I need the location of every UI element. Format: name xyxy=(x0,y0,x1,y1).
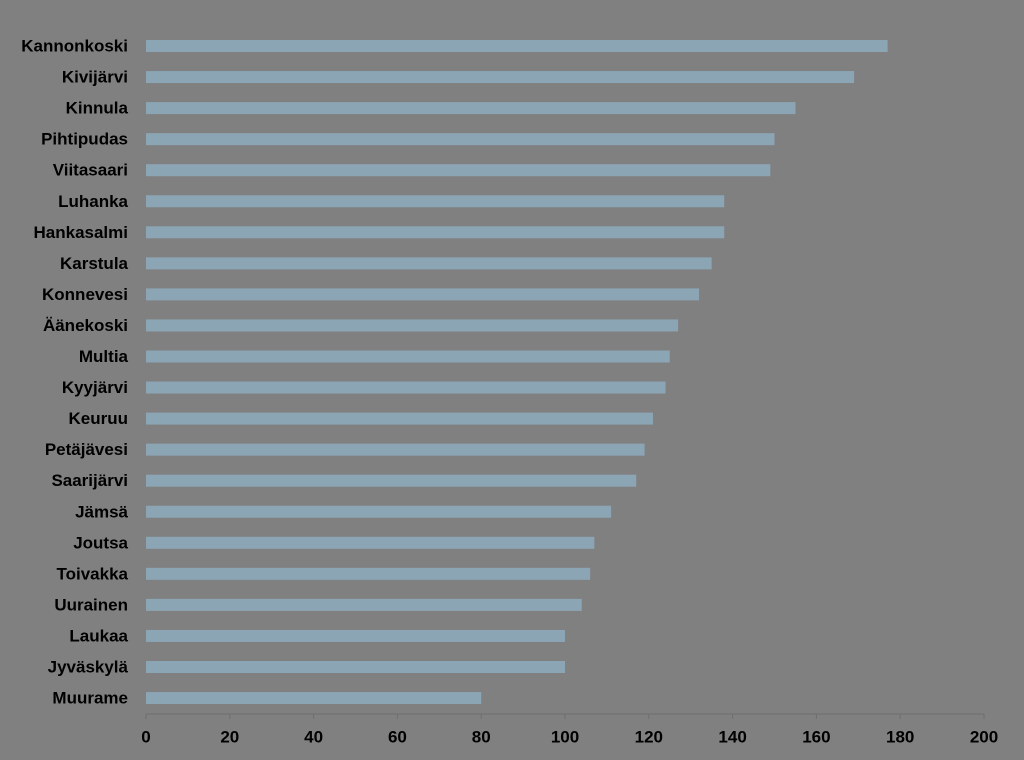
bar xyxy=(146,661,565,673)
category-label: Petäjävesi xyxy=(45,440,128,459)
bar xyxy=(146,226,725,239)
bar xyxy=(146,288,700,301)
category-label: Uurainen xyxy=(54,595,128,614)
x-tick-label: 120 xyxy=(635,728,663,747)
category-label: Kannonkoski xyxy=(21,37,128,56)
bar xyxy=(146,381,666,394)
category-labels-group: Kannonkoski Kivijärvi Kinnula Pihtipudas Vii… xyxy=(21,37,128,708)
category-label: Jämsä xyxy=(75,502,128,521)
category-label: Kyyjärvi xyxy=(62,378,128,397)
bar xyxy=(146,319,679,332)
category-label: Hankasalmi xyxy=(34,223,129,242)
x-tick-label: 80 xyxy=(472,728,491,747)
x-tick-label: 200 xyxy=(970,728,998,747)
x-tick-label: 60 xyxy=(388,728,407,747)
bar xyxy=(146,164,771,177)
bar xyxy=(146,71,855,84)
x-tick-marks-group xyxy=(145,714,985,719)
category-label: Äänekoski xyxy=(43,316,128,335)
bar xyxy=(146,443,645,456)
bar xyxy=(146,257,712,270)
bar xyxy=(146,474,637,487)
x-tick-label: 40 xyxy=(304,728,323,747)
x-tick-labels-group: 0 20 40 60 80 100 120 140 160 180 200 xyxy=(141,728,998,747)
bar xyxy=(146,692,482,705)
bar xyxy=(146,505,612,518)
category-label: Jyväskylä xyxy=(48,658,129,677)
x-tick-label: 20 xyxy=(220,728,239,747)
category-label: Toivakka xyxy=(56,564,128,583)
category-label: Laukaa xyxy=(69,626,128,645)
x-tick-label: 140 xyxy=(718,728,746,747)
category-label: Konnevesi xyxy=(42,285,128,304)
category-label: Viitasaari xyxy=(53,161,128,180)
bar xyxy=(146,102,796,115)
x-tick-label: 0 xyxy=(141,728,150,747)
x-tick-label: 100 xyxy=(551,728,579,747)
category-label: Pihtipudas xyxy=(41,130,128,149)
bar xyxy=(146,567,591,580)
category-label: Multia xyxy=(79,347,129,366)
bar xyxy=(146,536,595,549)
bar xyxy=(146,195,725,208)
x-tick-label: 160 xyxy=(802,728,830,747)
category-label: Saarijärvi xyxy=(51,471,128,490)
category-label: Joutsa xyxy=(73,533,128,552)
bar xyxy=(146,40,888,52)
bars-group xyxy=(146,40,888,705)
category-label: Karstula xyxy=(60,254,129,273)
bar xyxy=(146,133,775,146)
bar xyxy=(146,350,670,363)
category-label: Luhanka xyxy=(58,192,128,211)
x-tick-label: 180 xyxy=(886,728,914,747)
bar xyxy=(146,629,565,642)
category-label: Kivijärvi xyxy=(62,68,128,87)
category-label: Keuruu xyxy=(69,409,129,428)
category-label: Muurame xyxy=(52,689,128,708)
bar xyxy=(146,412,653,425)
bar xyxy=(146,598,582,611)
category-label: Kinnula xyxy=(66,99,129,118)
